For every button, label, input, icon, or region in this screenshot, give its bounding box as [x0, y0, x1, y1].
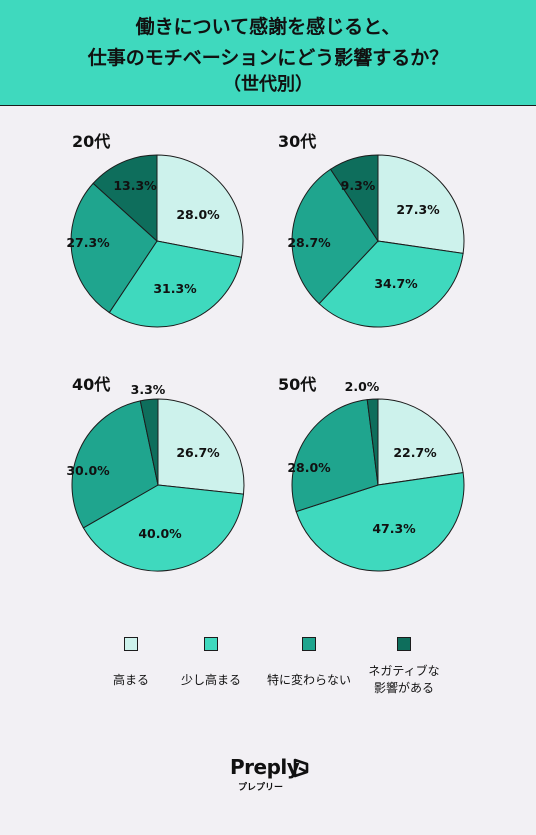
- pie-3-slice-3: [366, 398, 379, 486]
- pie-3-title: 50代: [278, 375, 316, 394]
- pie-3-slice-2: [291, 399, 379, 513]
- pie-3-slice-1: [295, 472, 465, 572]
- pie-1-slice-1: [318, 240, 464, 328]
- pie-3-slice-0: [377, 398, 464, 486]
- pie-0-slice-1: [108, 240, 243, 328]
- legend-swatch-sukoshi: [204, 637, 218, 651]
- brand-logo-subtext: プレプリー: [238, 783, 284, 793]
- pie-1-slice-0: [377, 154, 465, 254]
- pie-2-slice-3: [139, 398, 159, 486]
- pie-1-label-0: 27.3%: [396, 202, 440, 217]
- pie-0-slice-2: [70, 182, 158, 314]
- brand-logo-text: Preply: [230, 755, 300, 779]
- pie-0-label-1: 31.3%: [153, 281, 197, 296]
- pie-2-slice-2: [71, 400, 159, 529]
- pie-1-label-1: 34.7%: [374, 276, 418, 291]
- legend-label-kawaranai: 特に変わらない: [266, 673, 351, 687]
- pie-2-label-2: 30.0%: [66, 463, 110, 478]
- pie-2-label-1: 40.0%: [138, 526, 182, 541]
- header-banner: 働きについて感謝を感じると、 仕事のモチベーションにどう影響するか？ （世代別）: [0, 0, 536, 106]
- pie-3-label-2: 28.0%: [287, 460, 331, 475]
- page-title-line-2: 仕事のモチベーションにどう影響するか？: [87, 47, 449, 69]
- legend-label-takamaru: 高まる: [112, 673, 149, 687]
- pie-2-title: 40代: [72, 375, 110, 394]
- legend-swatch-negative: [397, 637, 411, 651]
- legend-label-negative-2: 影響がある: [373, 681, 434, 695]
- legend-swatch-kawaranai: [302, 637, 316, 651]
- pie-1-title: 30代: [278, 132, 316, 151]
- pie-0-label-0: 28.0%: [176, 207, 220, 222]
- pie-0-label-3: 13.3%: [113, 178, 157, 193]
- preply-logo-icon: [293, 758, 309, 778]
- pie-0-title: 20代: [72, 132, 110, 151]
- pie-2-label-0: 26.7%: [176, 445, 220, 460]
- pie-3-label-3: 2.0%: [345, 379, 380, 394]
- pie-0-slice-0: [156, 154, 244, 258]
- pie-1-slice-3: [329, 154, 379, 243]
- page-title-line-3: （世代別）: [223, 74, 313, 95]
- pie-2-slice-0: [157, 398, 245, 495]
- pie-0-label-2: 27.3%: [66, 235, 110, 250]
- legend-label-negative-1: ネガティブな: [368, 664, 440, 678]
- pie-3-label-1: 47.3%: [372, 521, 416, 536]
- pie-1-label-3: 9.3%: [341, 178, 376, 193]
- pie-1-label-2: 28.7%: [287, 235, 331, 250]
- pie-0-slice-3: [92, 154, 158, 243]
- legend-swatch-takamaru: [124, 637, 138, 651]
- pie-2-slice-1: [82, 484, 245, 572]
- pie-2-label-3: 3.3%: [131, 382, 166, 397]
- legend-label-sukoshi: 少し高まる: [180, 673, 241, 687]
- pie-1-slice-2: [291, 168, 379, 305]
- pie-3-label-0: 22.7%: [393, 445, 437, 460]
- page-title-line-1: 働きについて感謝を感じると、: [135, 16, 401, 38]
